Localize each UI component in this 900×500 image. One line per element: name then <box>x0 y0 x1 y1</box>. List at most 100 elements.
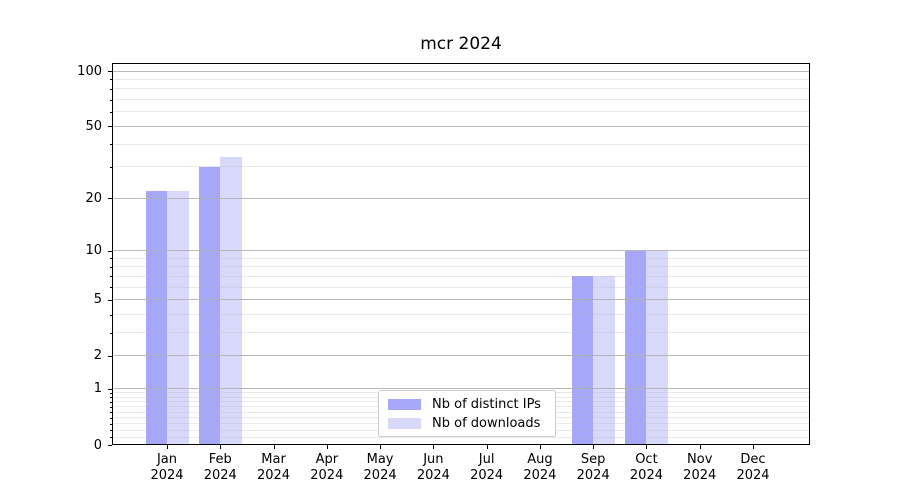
y-minor-tick <box>109 144 112 146</box>
y-tick-label: 2 <box>93 348 102 364</box>
gridline-minor <box>113 275 809 277</box>
x-tick-label: Sep 2024 <box>563 452 623 484</box>
x-tick-label: Jul 2024 <box>457 452 517 484</box>
gridline-minor <box>113 166 809 168</box>
y-tick-label: 100 <box>77 63 102 79</box>
x-tick-month: Sep <box>580 452 606 467</box>
gridline-minor <box>113 143 809 145</box>
y-minor-tick <box>109 406 112 408</box>
y-tick <box>108 299 112 301</box>
y-tick <box>108 355 112 357</box>
bar-downloads-oct <box>646 250 668 445</box>
x-tick <box>753 445 754 449</box>
gridline-minor <box>113 257 809 259</box>
x-tick <box>433 445 435 449</box>
x-tick-label: Aug 2024 <box>510 452 570 484</box>
y-tick-label: 5 <box>93 292 102 308</box>
y-minor-tick <box>109 332 112 334</box>
legend-swatch-downloads <box>388 417 421 429</box>
gridline-major <box>113 388 809 390</box>
x-tick <box>593 445 595 449</box>
x-tick-label: Dec 2024 <box>723 452 783 484</box>
y-tick-label: 10 <box>85 243 102 259</box>
x-tick <box>220 445 222 449</box>
x-tick-month: Jan <box>156 452 178 467</box>
x-tick <box>539 445 541 449</box>
x-tick-year: 2024 <box>523 468 557 483</box>
x-tick-month: Aug <box>527 452 553 467</box>
x-tick-year: 2024 <box>203 468 237 483</box>
y-minor-tick <box>109 417 112 419</box>
legend-swatch-distinct-ips <box>388 398 421 410</box>
y-minor-tick <box>109 88 112 90</box>
x-tick-month: Jun <box>423 452 444 467</box>
y-minor-tick <box>109 437 112 439</box>
x-tick-month: Apr <box>315 452 339 467</box>
x-tick-label: Nov 2024 <box>670 452 730 484</box>
y-tick-label: 0 <box>93 437 102 453</box>
x-tick <box>699 445 701 449</box>
x-tick-month: Oct <box>635 452 658 467</box>
y-minor-tick <box>109 111 112 113</box>
x-tick <box>646 445 648 449</box>
legend-item-downloads: Nb of downloads <box>388 416 546 431</box>
x-tick-month: Feb <box>208 452 232 467</box>
x-tick-year: 2024 <box>310 468 344 483</box>
gridline-minor <box>113 111 809 113</box>
gridline-major <box>113 197 809 199</box>
legend-label-distinct-ips: Nb of distinct IPs <box>432 396 541 412</box>
x-tick-year: 2024 <box>416 468 450 483</box>
x-tick-year: 2024 <box>470 468 504 483</box>
y-minor-tick <box>109 166 112 168</box>
gridline-minor <box>113 88 809 90</box>
y-minor-tick <box>109 99 112 101</box>
gridline-minor <box>113 99 809 101</box>
y-tick-label: 20 <box>85 190 102 206</box>
gridline-minor <box>113 332 809 334</box>
x-tick-label: Apr 2024 <box>297 452 357 484</box>
y-minor-tick <box>109 314 112 316</box>
x-tick-year: 2024 <box>256 468 291 483</box>
x-tick-year: 2024 <box>629 468 663 483</box>
y-minor-tick <box>109 397 112 399</box>
x-tick <box>326 445 328 449</box>
x-tick-year: 2024 <box>736 468 770 483</box>
x-tick-year: 2024 <box>576 468 610 483</box>
x-tick-year: 2024 <box>683 468 717 483</box>
x-tick-label: Jun 2024 <box>403 452 463 484</box>
y-minor-tick <box>109 392 112 394</box>
x-tick-month: May <box>366 452 394 467</box>
legend-label-downloads: Nb of downloads <box>432 415 541 431</box>
y-minor-tick <box>109 258 112 260</box>
y-minor-tick <box>109 412 112 414</box>
gridline-minor <box>113 266 809 268</box>
gridline-major <box>113 250 809 252</box>
x-tick <box>273 445 275 449</box>
gridline-minor <box>113 286 809 288</box>
y-minor-tick <box>109 266 112 268</box>
x-tick-year: 2024 <box>150 468 184 483</box>
x-tick-year: 2024 <box>363 468 397 483</box>
x-tick <box>486 445 488 449</box>
x-tick-label: Jan 2024 <box>137 452 197 484</box>
x-tick-label: Feb 2024 <box>190 452 250 484</box>
gridline-major <box>113 355 809 357</box>
x-tick-month: Jul <box>478 452 495 467</box>
x-tick <box>167 445 168 449</box>
y-tick <box>108 71 112 72</box>
x-tick-label: Mar 2024 <box>244 452 304 484</box>
bar-ips-oct <box>624 250 647 445</box>
chart-title: mcr 2024 <box>420 34 502 54</box>
bar-downloads-jan <box>167 190 189 445</box>
legend-item-distinct-ips: Nb of distinct IPs <box>388 397 546 412</box>
x-tick-month: Mar <box>261 452 286 467</box>
bar-downloads-sep <box>593 276 615 445</box>
legend: Nb of distinct IPs Nb of downloads <box>378 390 556 437</box>
gridline-major <box>113 70 809 72</box>
gridline-major <box>113 125 809 127</box>
x-tick-label: Oct 2024 <box>616 452 676 484</box>
gridline-minor <box>113 436 809 438</box>
x-tick-month: Nov <box>687 452 713 467</box>
gridline-major <box>113 299 809 301</box>
